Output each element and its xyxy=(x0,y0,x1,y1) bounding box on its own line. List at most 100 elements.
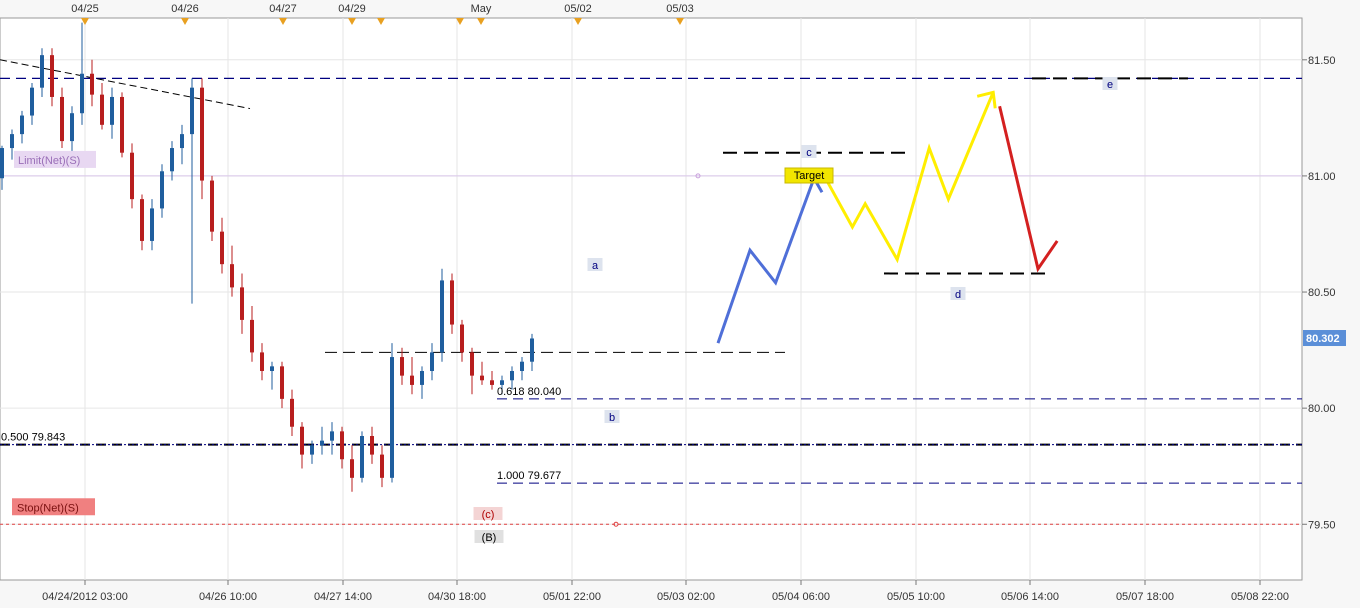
candle-body xyxy=(100,94,104,125)
stop-label: Stop(Net)(S) xyxy=(17,502,79,514)
candle-body xyxy=(280,366,284,399)
limit-marker xyxy=(695,173,701,179)
y-tick-label: 79.50 xyxy=(1308,519,1336,531)
candle-body xyxy=(440,280,444,353)
candle-body xyxy=(500,380,504,385)
candle-body xyxy=(490,380,494,385)
candle-body xyxy=(260,352,264,371)
candle-body xyxy=(130,152,134,200)
x-tick-label: 04/27 14:00 xyxy=(314,591,372,603)
candle-body xyxy=(150,208,154,241)
trend-line xyxy=(0,59,251,110)
wave-label-box xyxy=(474,530,504,543)
annotations: 0.500 79.843 0.618 80.040 1.000 79.677 Limi… xyxy=(1,77,1118,544)
candle-body xyxy=(370,436,374,455)
top-tick-marker xyxy=(181,18,189,25)
wave-label: a xyxy=(592,260,599,272)
limit-label: Limit(Net)(S) xyxy=(18,155,80,167)
plot-area xyxy=(0,17,1303,581)
fib-0.500-label: 0.500 79.843 xyxy=(1,432,65,444)
candle-body xyxy=(200,87,204,181)
candle-body xyxy=(240,287,244,320)
candle-body xyxy=(10,134,14,149)
x-tick-label: 05/01 22:00 xyxy=(543,591,601,603)
x-tick-label: 05/06 14:00 xyxy=(1001,591,1059,603)
candle-body xyxy=(460,324,464,353)
price-tag xyxy=(1303,330,1346,347)
candle-body xyxy=(30,87,34,116)
candle-body xyxy=(350,459,354,478)
candle-body xyxy=(110,96,114,125)
candle-body xyxy=(170,148,174,172)
candle-body xyxy=(510,370,514,381)
level-lines xyxy=(0,77,1302,527)
candle-body xyxy=(520,361,524,371)
blue-path xyxy=(716,177,816,344)
candle-body xyxy=(230,264,234,288)
x-axis: 04/24/2012 03:00 04/26 10:00 04/27 14:00 04… xyxy=(42,580,1289,603)
candle-body xyxy=(300,426,304,455)
red-path xyxy=(998,105,1059,273)
y-tick-label: 80.00 xyxy=(1308,403,1336,415)
candle-body xyxy=(410,375,414,385)
x-tick-label: 05/03 02:00 xyxy=(657,591,715,603)
x-tick-label: 05/07 18:00 xyxy=(1116,591,1174,603)
candle-body xyxy=(60,96,64,142)
wave-label: b xyxy=(609,412,615,424)
yellow-arrowhead xyxy=(976,90,997,109)
candle-body xyxy=(220,231,224,265)
top-tick-label: 04/25 xyxy=(71,3,99,15)
candle-body xyxy=(310,445,314,455)
top-tick-marker xyxy=(676,18,684,25)
top-tick-label: 04/27 xyxy=(269,3,297,15)
x-tick-label: 04/24/2012 03:00 xyxy=(42,591,128,603)
top-tick-marker xyxy=(348,18,356,25)
stop-box xyxy=(12,498,95,516)
candle-body xyxy=(470,352,474,376)
top-axis: 04/25 04/26 04/27 04/29 May 05/02 05/03 xyxy=(71,3,694,25)
candlesticks xyxy=(0,22,534,492)
x-tick-label: 05/05 10:00 xyxy=(887,591,945,603)
top-tick-marker xyxy=(574,18,582,25)
projection-paths xyxy=(716,90,1059,344)
candle-body xyxy=(120,96,124,153)
yellow-path xyxy=(825,91,995,264)
top-tick-marker xyxy=(456,18,464,25)
y-axis: 81.50 81.00 80.50 80.00 79.50 80.302 xyxy=(1302,55,1346,531)
candle-body xyxy=(330,431,334,441)
price-tag-label: 80.302 xyxy=(1306,333,1340,345)
wave-label: d xyxy=(955,289,961,301)
wave-label-box xyxy=(587,258,603,271)
candle-body xyxy=(140,199,144,241)
candle-body xyxy=(160,171,164,209)
candle-body xyxy=(210,180,214,232)
top-tick-marker xyxy=(81,18,89,25)
candle-body xyxy=(430,352,434,371)
wave-label-box xyxy=(604,410,620,423)
top-tick-label: May xyxy=(471,3,492,15)
candle-body xyxy=(190,87,194,135)
fib-0.618-label: 0.618 80.040 xyxy=(497,386,561,398)
stop-marker xyxy=(613,521,619,527)
candle-body xyxy=(20,115,24,135)
candle-body xyxy=(180,134,184,149)
candle-body xyxy=(270,366,274,371)
y-tick-label: 81.00 xyxy=(1308,171,1336,183)
candle-body xyxy=(70,113,74,142)
candle-body xyxy=(480,375,484,381)
candle-body xyxy=(320,440,324,446)
wave-label-box xyxy=(950,287,966,300)
wave-label-box xyxy=(801,145,817,158)
top-tick-marker xyxy=(477,18,485,25)
candle-body xyxy=(250,319,254,353)
wave-label: (B) xyxy=(482,532,497,544)
x-tick-label: 05/04 06:00 xyxy=(772,591,830,603)
candle-body xyxy=(0,148,4,179)
candle-body xyxy=(360,436,364,478)
x-tick-label: 04/30 18:00 xyxy=(428,591,486,603)
candle-body xyxy=(530,338,534,362)
y-tick-label: 80.50 xyxy=(1308,287,1336,299)
candle-body xyxy=(80,73,84,114)
y-tick-label: 81.50 xyxy=(1308,55,1336,67)
